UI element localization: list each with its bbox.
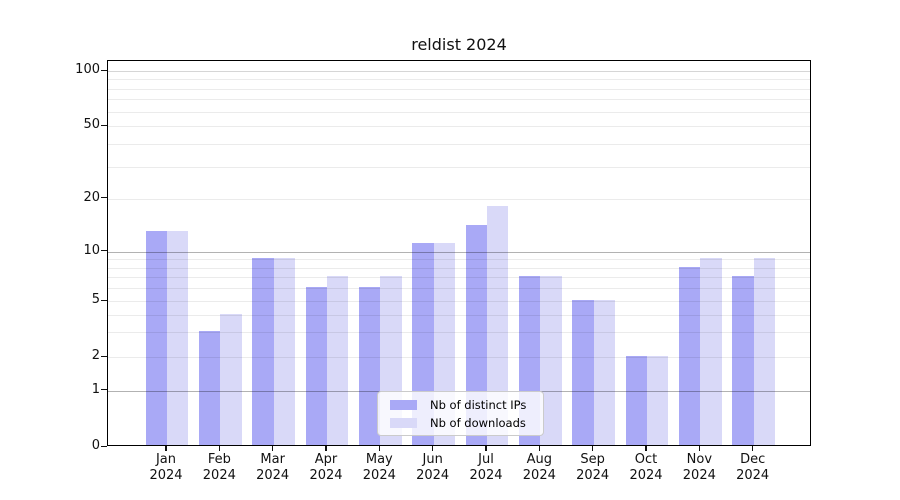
x-tick-mark xyxy=(698,446,700,451)
x-tick-mark xyxy=(378,446,380,451)
x-tick-label-jun: Jun 2024 xyxy=(416,452,450,483)
x-tick-mark xyxy=(165,446,167,451)
bar-ips-jan xyxy=(145,230,167,445)
x-tick-label-oct: Oct 2024 xyxy=(629,452,663,483)
gridline-minor xyxy=(108,88,810,90)
legend-label-downloads: Nb of downloads xyxy=(430,416,526,430)
gridline-minor xyxy=(108,99,810,101)
y-tick-label: 5 xyxy=(91,292,100,307)
x-tick-label-feb: Feb 2024 xyxy=(202,452,236,483)
gridline-minor xyxy=(108,301,810,302)
bar-downloads-aug xyxy=(540,276,562,445)
gridline-major xyxy=(108,71,810,72)
y-tick-mark xyxy=(101,250,107,252)
x-tick-mark xyxy=(592,446,594,451)
bar-downloads-oct xyxy=(647,356,669,445)
x-tick-label-may: May 2024 xyxy=(362,452,396,483)
y-tick-label: 100 xyxy=(75,62,100,77)
y-tick-label: 1 xyxy=(91,381,100,397)
x-tick-label-sep: Sep 2024 xyxy=(576,452,610,483)
y-tick-label: 10 xyxy=(83,242,100,258)
x-tick-label-jul: Jul 2024 xyxy=(469,452,503,483)
plot-area xyxy=(107,60,811,446)
x-tick-label-jan: Jan 2024 xyxy=(149,452,183,483)
legend-row-distinct-ips: Nb of distinct IPs xyxy=(385,398,536,412)
gridline-major xyxy=(108,251,810,253)
y-tick-mark xyxy=(101,355,107,357)
y-tick-mark xyxy=(101,197,107,199)
gridline-minor xyxy=(108,143,810,145)
bar-ips-apr xyxy=(305,287,327,445)
gridline-minor xyxy=(108,111,810,113)
bar-ips-dec xyxy=(732,276,754,445)
x-tick-label-apr: Apr 2024 xyxy=(309,452,343,483)
bar-downloads-dec xyxy=(753,258,775,445)
y-tick-label: 0 xyxy=(91,438,100,453)
gridline-minor xyxy=(108,166,810,168)
gridline-minor xyxy=(108,314,810,316)
bar-downloads-jan xyxy=(167,230,189,445)
y-tick-label: 2 xyxy=(91,348,100,363)
y-tick-mark xyxy=(101,389,107,391)
y-tick-mark xyxy=(101,69,107,71)
x-tick-mark xyxy=(752,446,754,451)
gridline-minor xyxy=(108,332,810,334)
bar-ips-may xyxy=(359,287,381,445)
y-tick-label: 20 xyxy=(83,189,100,205)
legend-label-distinct-ips: Nb of distinct IPs xyxy=(430,398,527,412)
x-tick-mark xyxy=(645,446,647,451)
x-tick-label-aug: Aug 2024 xyxy=(522,452,556,483)
y-tick-label: 50 xyxy=(83,117,100,132)
bar-downloads-feb xyxy=(220,313,242,445)
x-tick-label-nov: Nov 2024 xyxy=(682,452,716,483)
gridline-minor xyxy=(108,267,810,269)
chart-title: reldist 2024 xyxy=(411,35,507,54)
legend-swatch-distinct-ips xyxy=(390,400,417,410)
x-tick-mark xyxy=(432,446,434,451)
y-tick-mark xyxy=(101,299,107,301)
x-tick-label-mar: Mar 2024 xyxy=(256,452,290,483)
legend-swatch-downloads xyxy=(390,418,417,428)
gridline-minor xyxy=(108,288,810,290)
x-tick-mark xyxy=(325,446,327,451)
x-tick-mark xyxy=(538,446,540,451)
legend-row-downloads: Nb of downloads xyxy=(385,416,536,430)
bar-ips-sep xyxy=(572,300,594,445)
legend: Nb of distinct IPs Nb of downloads xyxy=(377,391,544,436)
bar-downloads-jul xyxy=(487,205,509,445)
x-tick-mark xyxy=(272,446,274,451)
gridline-minor xyxy=(108,259,810,261)
x-tick-mark xyxy=(218,446,220,451)
gridline-minor xyxy=(108,126,810,127)
bar-downloads-sep xyxy=(593,300,615,445)
gridline-minor xyxy=(108,79,810,81)
gridline-minor xyxy=(108,277,810,279)
gridline-minor xyxy=(108,357,810,358)
bar-ips-nov xyxy=(679,266,701,445)
gridline-minor xyxy=(108,198,810,200)
bar-downloads-mar xyxy=(273,258,295,445)
bar-ips-feb xyxy=(199,331,221,445)
bar-ips-jul xyxy=(465,224,487,445)
x-tick-label-dec: Dec 2024 xyxy=(736,452,770,483)
y-tick-mark xyxy=(101,124,107,126)
bar-ips-mar xyxy=(252,258,274,445)
x-tick-mark xyxy=(485,446,487,451)
bar-ips-oct xyxy=(625,356,647,445)
bar-downloads-apr xyxy=(327,276,349,445)
y-tick-mark xyxy=(101,445,107,447)
bar-downloads-nov xyxy=(700,258,722,445)
